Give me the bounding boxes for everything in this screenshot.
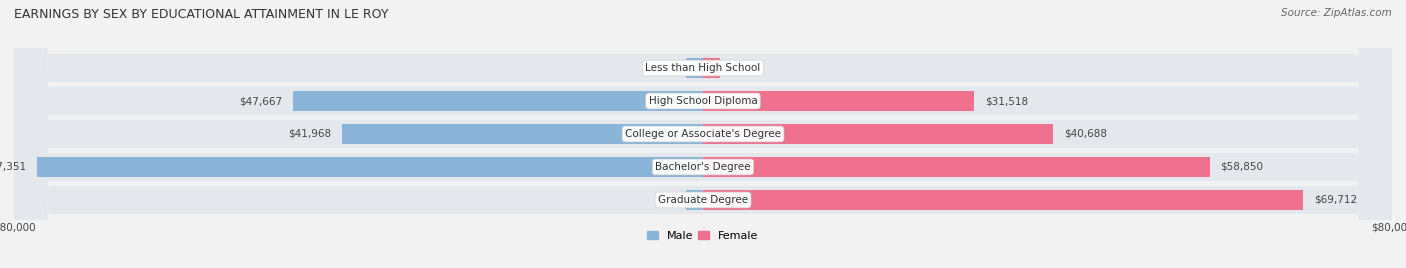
Text: $41,968: $41,968: [288, 129, 332, 139]
Bar: [703, 190, 1303, 210]
Bar: [703, 91, 974, 111]
Text: $0: $0: [664, 63, 678, 73]
Bar: [342, 124, 703, 144]
Bar: [686, 190, 703, 210]
Bar: [686, 58, 703, 78]
FancyBboxPatch shape: [14, 0, 1392, 268]
Text: $47,667: $47,667: [239, 96, 283, 106]
FancyBboxPatch shape: [14, 0, 1392, 268]
Bar: [703, 58, 720, 78]
Bar: [37, 157, 703, 177]
Text: Bachelor's Degree: Bachelor's Degree: [655, 162, 751, 172]
Bar: [703, 124, 1053, 144]
FancyBboxPatch shape: [14, 0, 1392, 268]
FancyBboxPatch shape: [14, 0, 1392, 268]
Text: $40,688: $40,688: [1064, 129, 1107, 139]
Text: Graduate Degree: Graduate Degree: [658, 195, 748, 205]
Text: Source: ZipAtlas.com: Source: ZipAtlas.com: [1281, 8, 1392, 18]
Bar: [292, 91, 703, 111]
Text: College or Associate's Degree: College or Associate's Degree: [626, 129, 780, 139]
Text: Less than High School: Less than High School: [645, 63, 761, 73]
Text: High School Diploma: High School Diploma: [648, 96, 758, 106]
Text: $58,850: $58,850: [1220, 162, 1263, 172]
Text: $69,712: $69,712: [1313, 195, 1357, 205]
Text: EARNINGS BY SEX BY EDUCATIONAL ATTAINMENT IN LE ROY: EARNINGS BY SEX BY EDUCATIONAL ATTAINMEN…: [14, 8, 388, 21]
Text: $0: $0: [728, 63, 742, 73]
FancyBboxPatch shape: [14, 0, 1392, 268]
Text: $0: $0: [664, 195, 678, 205]
Bar: [703, 157, 1209, 177]
Legend: Male, Female: Male, Female: [643, 226, 763, 245]
Text: $31,518: $31,518: [984, 96, 1028, 106]
Text: $77,351: $77,351: [0, 162, 27, 172]
